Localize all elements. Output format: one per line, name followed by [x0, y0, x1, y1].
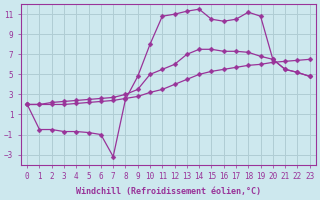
X-axis label: Windchill (Refroidissement éolien,°C): Windchill (Refroidissement éolien,°C): [76, 187, 261, 196]
